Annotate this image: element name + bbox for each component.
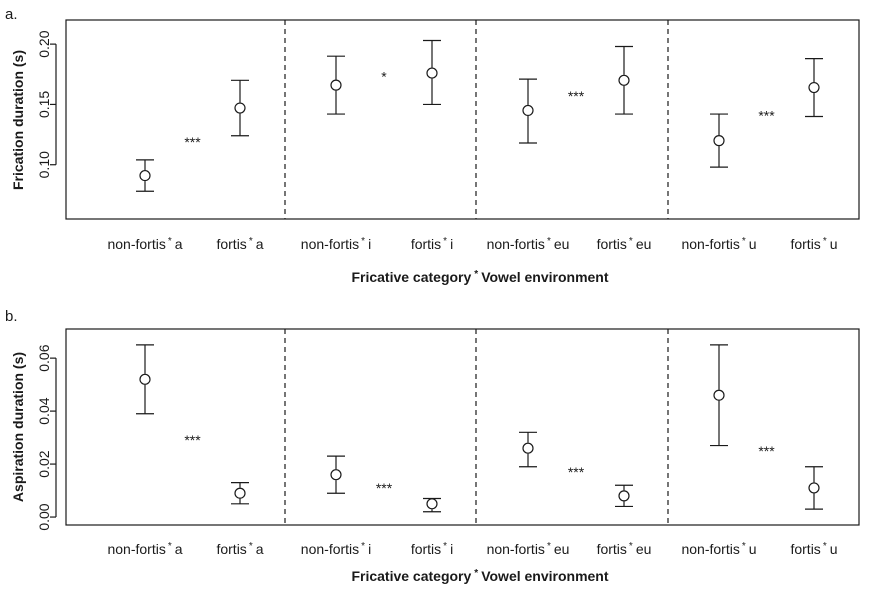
- mean-point: [426, 67, 438, 79]
- significance-marker: ***: [568, 88, 585, 104]
- x-axis-title: Fricative category * Vowel environment: [351, 269, 608, 285]
- significance-marker: ***: [184, 134, 201, 150]
- y-tick-label: 0.20: [36, 30, 52, 57]
- significance-marker: ***: [758, 443, 775, 459]
- chart-frication-duration: 0.10 0.15 0.20 Frication duration (s) non-fo…: [10, 19, 860, 285]
- x-tick-label: non-fortis * a: [107, 541, 182, 557]
- chart-aspiration-duration: 0.00 0.02 0.04 0.06 Aspiration duration (s) n…: [10, 328, 860, 584]
- y-axis-title: Aspiration duration (s): [10, 352, 26, 502]
- x-tick-label: fortis * u: [790, 541, 837, 557]
- plot-frame: [65, 19, 860, 220]
- x-tick-label: fortis * a: [216, 236, 263, 252]
- x-tick-label: non-fortis * eu: [487, 236, 570, 252]
- significance-marker: ***: [376, 480, 393, 496]
- x-tick-label: non-fortis * a: [107, 236, 182, 252]
- plot-frame: [65, 328, 860, 526]
- significance-marker: ***: [568, 464, 585, 480]
- mean-point: [139, 373, 151, 385]
- significance-marker: *: [381, 69, 387, 85]
- mean-point: [234, 487, 246, 499]
- y-tick-label: 0.02: [36, 450, 52, 477]
- mean-point: [522, 104, 534, 117]
- x-tick-label: fortis * i: [411, 541, 453, 557]
- mean-point: [808, 482, 820, 494]
- y-tick-label: 0.00: [36, 503, 52, 530]
- mean-point: [808, 81, 820, 94]
- significance-marker: ***: [184, 432, 201, 448]
- x-tick-label: non-fortis * eu: [487, 541, 570, 557]
- significance-marker: ***: [758, 107, 775, 123]
- x-tick-label: non-fortis * u: [681, 236, 756, 252]
- y-tick-label: 0.04: [36, 397, 52, 424]
- panel-label-a: a.: [5, 6, 18, 23]
- panel-label-b: b.: [5, 308, 18, 325]
- x-tick-label: non-fortis * u: [681, 541, 756, 557]
- y-tick-label: 0.06: [36, 344, 52, 371]
- y-tick-label: 0.15: [36, 91, 52, 118]
- x-tick-label: fortis * eu: [597, 236, 652, 252]
- mean-point: [426, 498, 438, 510]
- mean-point: [713, 135, 725, 147]
- mean-point: [330, 79, 342, 91]
- mean-point: [234, 102, 246, 114]
- y-axis-title: Frication duration (s): [10, 50, 26, 190]
- x-tick-label: fortis * a: [216, 541, 263, 557]
- mean-point: [522, 442, 534, 454]
- x-tick-label: fortis * eu: [597, 541, 652, 557]
- x-axis-title: Fricative category * Vowel environment: [351, 568, 608, 584]
- mean-point: [713, 389, 725, 401]
- mean-point: [330, 469, 342, 481]
- y-tick-label: 0.10: [36, 151, 52, 178]
- x-tick-label: non-fortis * i: [301, 541, 371, 557]
- x-tick-label: fortis * i: [411, 236, 453, 252]
- mean-point: [139, 169, 151, 182]
- mean-point: [618, 490, 630, 502]
- x-tick-label: fortis * u: [790, 236, 837, 252]
- mean-point: [618, 74, 630, 86]
- x-tick-label: non-fortis * i: [301, 236, 371, 252]
